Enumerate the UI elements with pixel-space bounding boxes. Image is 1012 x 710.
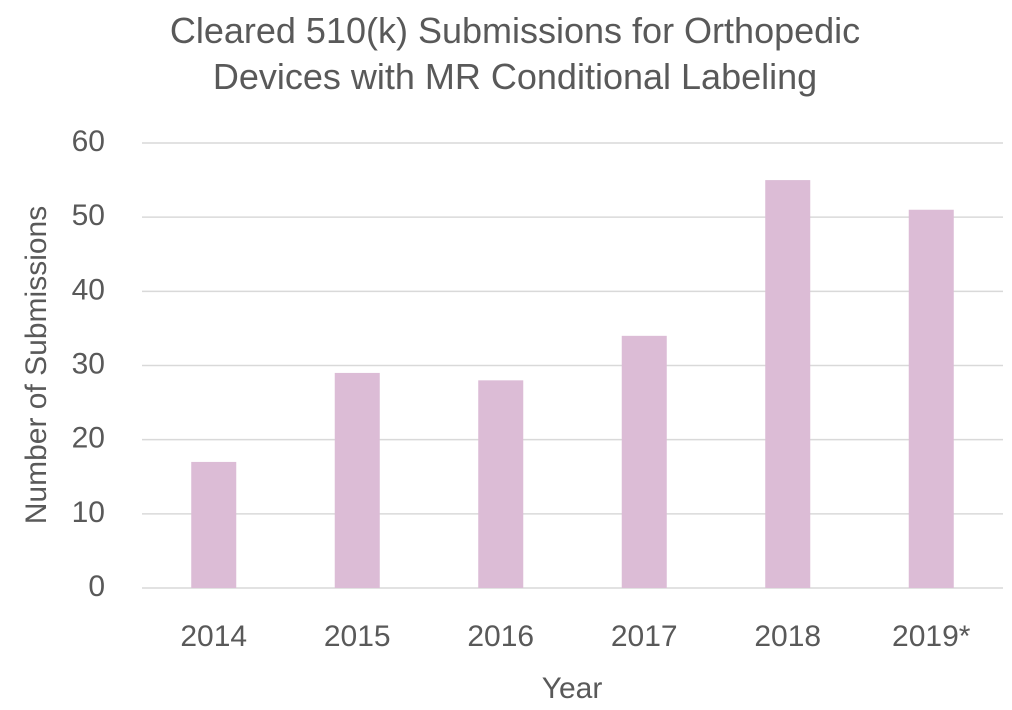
- chart-title: Cleared 510(k) Submissions for Orthopedi…: [169, 10, 861, 97]
- y-tick-label: 20: [72, 422, 105, 455]
- bar: [334, 372, 380, 588]
- bar: [478, 380, 524, 588]
- y-tick-label: 40: [72, 273, 105, 306]
- y-tick-label: 60: [72, 125, 105, 158]
- x-axis-label: Year: [542, 672, 603, 705]
- y-tick-label: 50: [72, 199, 105, 232]
- y-tick-label: 0: [88, 570, 105, 603]
- bar: [908, 209, 954, 588]
- y-tick-label: 10: [72, 496, 105, 529]
- x-tick-label: 2018: [754, 620, 821, 653]
- y-tick-label: 30: [72, 347, 105, 380]
- y-axis-label: Number of Submissions: [20, 206, 53, 524]
- x-tick-label: 2015: [324, 620, 391, 653]
- bar: [621, 335, 667, 588]
- bar: [765, 180, 811, 589]
- x-tick-label: 2017: [611, 620, 678, 653]
- x-tick-label: 2019*: [892, 620, 971, 653]
- x-tick-label: 2014: [180, 620, 247, 653]
- x-tick-label: 2016: [467, 620, 534, 653]
- bar: [191, 461, 237, 588]
